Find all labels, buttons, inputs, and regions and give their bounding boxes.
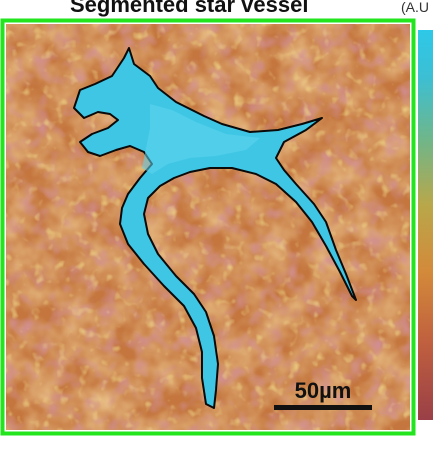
scale-bar-label: 50µm <box>295 378 352 403</box>
scale-bar <box>274 405 372 410</box>
colorbar-unit-label: (A.U <box>401 0 429 15</box>
segmented-vessel <box>73 47 357 409</box>
colorbar <box>418 30 433 420</box>
vessel-image: 50µm <box>0 18 416 436</box>
vessel-core-highlight <box>142 104 260 174</box>
figure-title: Segmented star vessel <box>70 0 309 17</box>
selection-outline <box>0 18 416 436</box>
image-panel[interactable]: 50µm <box>0 18 416 436</box>
